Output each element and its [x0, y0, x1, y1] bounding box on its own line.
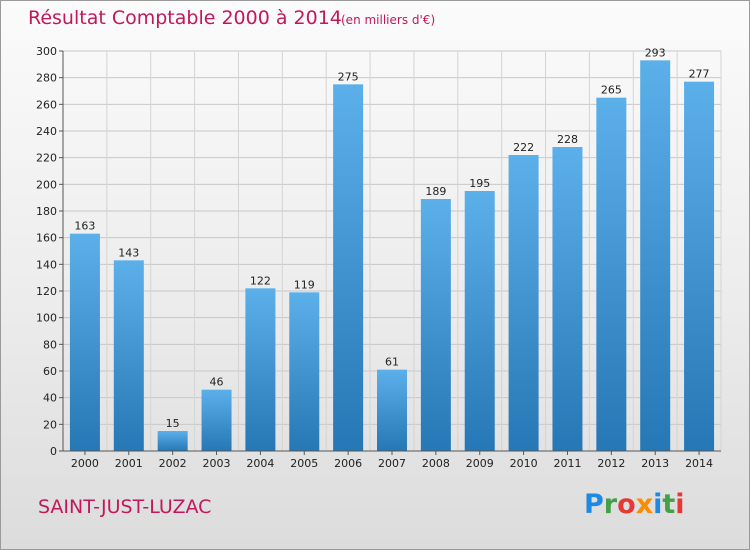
bar-value-label: 277 [689, 68, 710, 81]
bar-value-label: 122 [250, 274, 271, 287]
bar[interactable] [69, 233, 100, 451]
y-tick-label: 140 [36, 258, 57, 271]
bar[interactable] [289, 292, 320, 451]
bar[interactable] [245, 288, 276, 451]
bar[interactable] [113, 260, 144, 451]
proxiti-logo[interactable]: Proxiti [584, 489, 685, 520]
x-tick-label: 2001 [115, 457, 143, 470]
x-tick-label: 2005 [290, 457, 318, 470]
y-tick-label: 220 [36, 152, 57, 165]
bar[interactable] [464, 191, 495, 451]
y-tick-label: 0 [50, 445, 57, 458]
bar[interactable] [201, 389, 232, 451]
x-tick-label: 2009 [466, 457, 494, 470]
x-tick-label: 2006 [334, 457, 362, 470]
y-tick-label: 40 [43, 392, 57, 405]
logo-letter: i [653, 489, 663, 520]
x-tick-label: 2010 [510, 457, 538, 470]
bar[interactable] [640, 60, 671, 451]
bar-value-label: 46 [210, 376, 224, 389]
x-tick-label: 2004 [246, 457, 274, 470]
logo-letter: i [675, 489, 685, 520]
bar[interactable] [377, 369, 407, 451]
bar-value-label: 163 [74, 220, 95, 233]
x-tick-label: 2012 [597, 457, 625, 470]
y-tick-label: 80 [43, 338, 57, 351]
logo-letter: r [603, 489, 618, 520]
commune-name: SAINT-JUST-LUZAC [38, 496, 212, 518]
y-tick-label: 60 [43, 365, 57, 378]
y-tick-label: 260 [36, 98, 57, 111]
logo-letter: t [662, 489, 676, 520]
bar-value-label: 222 [513, 141, 534, 154]
y-tick-label: 160 [36, 232, 57, 245]
logo-letter: x [635, 489, 654, 520]
y-tick-label: 300 [36, 45, 57, 58]
bar[interactable] [552, 147, 583, 451]
bar-series: 163 143 15 46 122 119 275 61 189 195 222 228 265 293 2… [69, 46, 715, 452]
y-tick-label: 240 [36, 125, 57, 138]
x-tick-label: 2007 [378, 457, 406, 470]
x-tick-label: 2003 [203, 457, 231, 470]
chart-title: Résultat Comptable 2000 à 2014 [28, 7, 342, 29]
y-tick-label: 20 [43, 418, 57, 431]
bar[interactable] [157, 431, 188, 451]
bar-value-label: 265 [601, 84, 622, 97]
chart-subtitle: (en milliers d'€) [341, 13, 436, 27]
bar-value-label: 61 [385, 356, 399, 369]
logo-letter: P [584, 489, 604, 520]
x-tick-label: 2008 [422, 457, 450, 470]
bar-value-label: 119 [294, 278, 315, 291]
bar-value-label: 228 [557, 133, 578, 146]
bar-value-label: 143 [118, 246, 139, 259]
x-tick-label: 2002 [159, 457, 187, 470]
bar-value-label: 293 [645, 46, 666, 59]
y-tick-label: 100 [36, 312, 57, 325]
x-tick-label: 2011 [553, 457, 581, 470]
bar[interactable] [508, 155, 539, 451]
bar[interactable] [684, 81, 715, 452]
y-tick-label: 280 [36, 72, 57, 85]
x-tick-label: 2013 [641, 457, 669, 470]
bar[interactable] [596, 97, 627, 452]
bar-value-label: 195 [469, 177, 490, 190]
bar-value-label: 15 [166, 417, 180, 430]
y-tick-label: 180 [36, 205, 57, 218]
bar-value-label: 275 [338, 70, 359, 83]
x-tick-label: 2014 [685, 457, 713, 470]
axes: 0 20 40 60 80 100 120 140 160 180 200 220 240 260 280 3… [36, 45, 721, 470]
x-tick-label: 2000 [71, 457, 99, 470]
bar[interactable] [333, 84, 364, 451]
y-tick-label: 200 [36, 178, 57, 191]
logo-letter: o [617, 489, 636, 520]
bar-value-label: 189 [425, 185, 446, 198]
bar[interactable] [420, 199, 451, 451]
y-tick-label: 120 [36, 285, 57, 298]
